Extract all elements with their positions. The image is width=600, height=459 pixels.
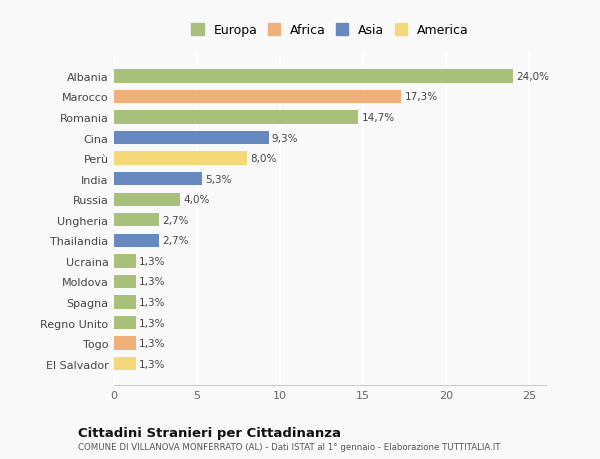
- Text: 5,3%: 5,3%: [205, 174, 232, 185]
- Bar: [114, 111, 358, 124]
- Legend: Europa, Africa, Asia, America: Europa, Africa, Asia, America: [188, 22, 472, 39]
- Bar: [114, 275, 136, 289]
- Bar: [114, 193, 181, 207]
- Text: 2,7%: 2,7%: [162, 236, 188, 246]
- Bar: [114, 173, 202, 186]
- Text: 1,3%: 1,3%: [139, 359, 166, 369]
- Text: 4,0%: 4,0%: [184, 195, 210, 205]
- Bar: [114, 213, 159, 227]
- Text: 1,3%: 1,3%: [139, 338, 166, 348]
- Text: 1,3%: 1,3%: [139, 318, 166, 328]
- Bar: [114, 337, 136, 350]
- Text: 2,7%: 2,7%: [162, 215, 188, 225]
- Text: Cittadini Stranieri per Cittadinanza: Cittadini Stranieri per Cittadinanza: [78, 426, 341, 439]
- Text: 8,0%: 8,0%: [250, 154, 277, 164]
- Text: 24,0%: 24,0%: [516, 72, 549, 82]
- Bar: [114, 70, 513, 84]
- Bar: [114, 132, 269, 145]
- Bar: [114, 357, 136, 370]
- Text: 9,3%: 9,3%: [272, 133, 298, 143]
- Bar: [114, 296, 136, 309]
- Text: 1,3%: 1,3%: [139, 256, 166, 266]
- Bar: [114, 234, 159, 247]
- Bar: [114, 255, 136, 268]
- Bar: [114, 90, 401, 104]
- Bar: [114, 316, 136, 330]
- Text: 1,3%: 1,3%: [139, 297, 166, 308]
- Text: 14,7%: 14,7%: [362, 113, 395, 123]
- Text: 1,3%: 1,3%: [139, 277, 166, 287]
- Bar: [114, 152, 247, 165]
- Text: 17,3%: 17,3%: [405, 92, 438, 102]
- Text: COMUNE DI VILLANOVA MONFERRATO (AL) - Dati ISTAT al 1° gennaio - Elaborazione TU: COMUNE DI VILLANOVA MONFERRATO (AL) - Da…: [78, 442, 500, 451]
